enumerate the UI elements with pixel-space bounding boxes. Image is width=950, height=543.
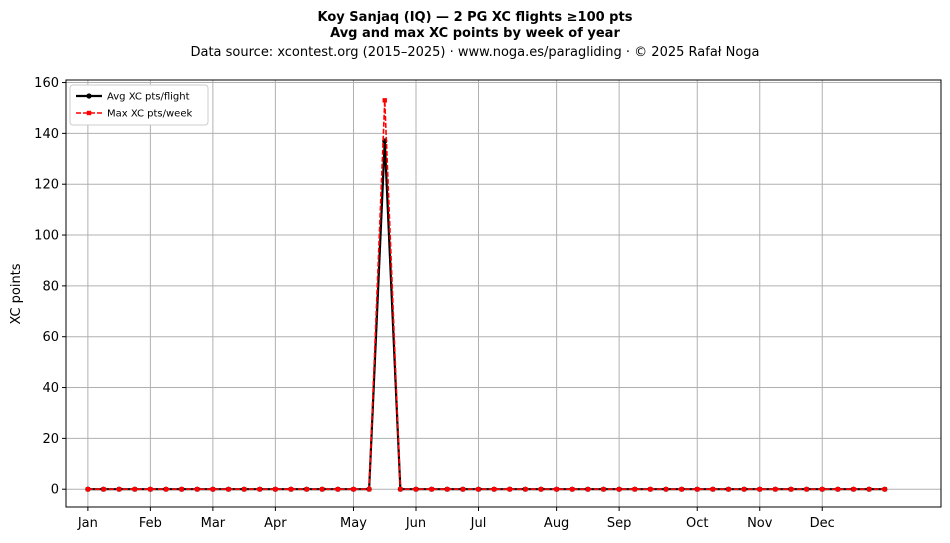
- data-point-max: [288, 487, 294, 492]
- data-point-max: [804, 487, 809, 492]
- data-point-max: [788, 487, 794, 492]
- legend-marker-1: [86, 110, 92, 116]
- y-tick-label: 140: [34, 127, 59, 142]
- data-point-max: [413, 487, 419, 492]
- data-point-max: [835, 487, 841, 492]
- x-tick-label-mar: Mar: [201, 516, 226, 531]
- data-point-max: [601, 487, 606, 492]
- data-point-max: [445, 487, 450, 492]
- series-lines: [85, 98, 888, 492]
- x-tick-label-jun: Jun: [405, 516, 426, 531]
- x-tick-label-jul: Jul: [470, 516, 487, 531]
- data-point-max: [476, 487, 481, 492]
- data-point-max: [195, 487, 200, 492]
- grid-lines: [66, 80, 941, 507]
- x-tick-label-may: May: [340, 516, 367, 531]
- data-point-max: [820, 487, 825, 492]
- data-point-max: [210, 487, 216, 492]
- legend-box: [69, 84, 209, 126]
- y-tick-label: 100: [34, 229, 59, 244]
- data-point-max: [710, 487, 716, 492]
- data-point-max: [632, 487, 637, 492]
- data-point-max: [460, 487, 466, 492]
- x-tick-label-apr: Apr: [264, 516, 287, 531]
- x-tick-label-jan: Jan: [77, 516, 98, 531]
- legend: Avg XC pts/flight Max XC pts/week: [69, 84, 209, 126]
- data-point-max: [523, 487, 528, 492]
- data-point-max: [257, 487, 262, 492]
- y-tick-label: 160: [34, 76, 59, 91]
- data-point-max: [351, 487, 356, 492]
- data-point-max: [679, 487, 684, 492]
- data-point-max: [663, 487, 669, 492]
- data-point-max: [382, 98, 387, 103]
- data-point-max: [773, 487, 778, 492]
- data-point-max: [648, 487, 653, 492]
- data-point-max: [335, 487, 341, 492]
- x-tick-label-sep: Sep: [607, 516, 632, 531]
- data-point-max: [570, 487, 575, 492]
- data-point-max: [554, 487, 559, 492]
- data-point-max: [741, 487, 747, 492]
- data-point-max: [757, 487, 762, 492]
- series-line-1: [87, 100, 885, 491]
- y-tick-label: 80: [42, 279, 59, 294]
- y-tick-label: 0: [51, 483, 59, 498]
- data-point-max: [398, 487, 403, 492]
- x-tick-label-nov: Nov: [747, 516, 773, 531]
- data-point-max: [882, 487, 887, 492]
- data-point-max: [726, 487, 731, 492]
- axis-ticks: 0 20 40 60 80 100 120 140 160 Jan Feb Mar Apr May Jun J…: [34, 76, 835, 531]
- x-tick-label-feb: Feb: [139, 516, 162, 531]
- data-point-max: [163, 487, 169, 492]
- chart-title-line-2: Avg and max XC points by week of year: [330, 26, 620, 41]
- data-point-max: [226, 487, 231, 492]
- data-point-max: [616, 487, 622, 492]
- y-tick-label: 20: [42, 432, 59, 447]
- data-point-max: [273, 487, 278, 492]
- data-point-max: [304, 487, 309, 492]
- series-line-0: [87, 140, 885, 491]
- data-point-max: [491, 487, 497, 492]
- data-point-max: [101, 487, 106, 492]
- data-point-max: [538, 487, 544, 492]
- data-point-max: [851, 487, 856, 492]
- data-point-max: [179, 487, 184, 492]
- data-point-max: [241, 487, 247, 492]
- x-tick-label-oct: Oct: [686, 516, 708, 531]
- data-point-max: [429, 487, 434, 492]
- y-tick-label: 120: [34, 178, 59, 193]
- chart-title-line-1: Koy Sanjaq (IQ) — 2 PG XC flights ≥100 p…: [318, 10, 633, 25]
- data-point-max: [695, 487, 700, 492]
- data-point-max: [148, 487, 153, 492]
- legend-label-0: Avg XC pts/flight: [107, 92, 190, 103]
- y-tick-label: 60: [42, 330, 59, 345]
- data-point-max: [132, 487, 137, 492]
- y-axis-label: XC points: [9, 263, 24, 324]
- data-point-max: [866, 487, 872, 492]
- x-tick-label-dec: Dec: [810, 516, 835, 531]
- data-point-max: [507, 487, 512, 492]
- legend-label-1: Max XC pts/week: [107, 109, 192, 120]
- plot-frame: [65, 79, 942, 508]
- data-point-max: [116, 487, 122, 492]
- chart-subtitle: Data source: xcontest.org (2015–2025) · …: [190, 45, 759, 60]
- data-point-max: [320, 487, 325, 492]
- y-tick-label: 40: [42, 381, 59, 396]
- data-point-max: [585, 487, 591, 492]
- data-point-max: [366, 487, 372, 492]
- legend-marker-0: [86, 93, 92, 99]
- x-tick-label-aug: Aug: [544, 516, 569, 531]
- data-point-max: [85, 487, 91, 492]
